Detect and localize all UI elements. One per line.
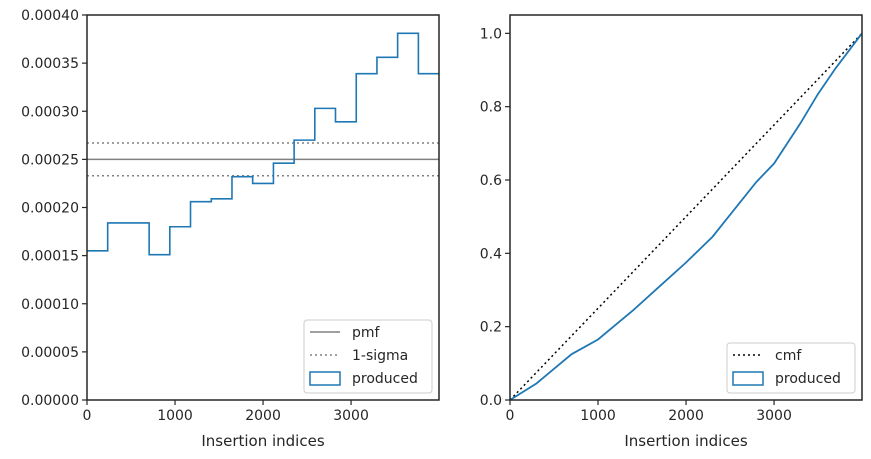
right-x-axis-label: Insertion indices bbox=[624, 432, 747, 450]
x-tick-label: 2000 bbox=[245, 408, 281, 424]
x-tick-label: 3000 bbox=[756, 408, 792, 424]
right-legend: cmf produced bbox=[726, 342, 856, 394]
y-tick-label: 0.00005 bbox=[21, 345, 79, 361]
y-tick-label: 0.00015 bbox=[21, 249, 79, 265]
legend-produced-swatch bbox=[309, 371, 341, 386]
produced-cmf-line bbox=[509, 32, 863, 401]
left-y-ticks: 0.00000 0.00005 0.00010 0.00015 0.00020 0.000… bbox=[21, 8, 87, 409]
y-tick-label: 0.6 bbox=[480, 173, 502, 189]
y-tick-label: 0.2 bbox=[480, 320, 502, 336]
cmf-chart: 0.0 0.2 0.4 0.6 0.8 1.0 0 1000 2000 3000 Inserti… bbox=[480, 14, 863, 450]
x-tick-label: 1000 bbox=[157, 408, 193, 424]
y-tick-label: 1.0 bbox=[480, 26, 502, 42]
legend-produced-label: produced bbox=[775, 371, 841, 387]
left-legend: pmf 1-sigma produced bbox=[303, 319, 433, 394]
legend-1-sigma-label: 1-sigma bbox=[352, 348, 408, 364]
x-tick-label: 0 bbox=[506, 408, 515, 424]
legend-pmf-label: pmf bbox=[352, 325, 381, 341]
x-tick-label: 2000 bbox=[668, 408, 704, 424]
y-tick-label: 0.4 bbox=[480, 246, 502, 262]
y-tick-label: 0.00010 bbox=[21, 297, 79, 313]
right-y-ticks: 0.0 0.2 0.4 0.6 0.8 1.0 bbox=[480, 26, 510, 409]
legend-cmf-label: cmf bbox=[775, 348, 802, 364]
x-tick-label: 0 bbox=[83, 408, 92, 424]
y-tick-label: 0.0 bbox=[480, 393, 502, 409]
left-x-axis-label: Insertion indices bbox=[201, 432, 324, 450]
y-tick-label: 0.00000 bbox=[21, 393, 79, 409]
y-tick-label: 0.00040 bbox=[21, 8, 79, 24]
pmf-histogram-chart: 0.00000 0.00005 0.00010 0.00015 0.00020 0.000… bbox=[21, 8, 440, 450]
y-tick-label: 0.8 bbox=[480, 100, 502, 116]
x-tick-label: 3000 bbox=[333, 408, 369, 424]
x-tick-label: 1000 bbox=[580, 408, 616, 424]
cmf-series bbox=[509, 32, 863, 401]
left-x-ticks: 0 1000 2000 3000 bbox=[83, 400, 369, 424]
legend-produced-label: produced bbox=[352, 371, 418, 387]
y-tick-label: 0.00025 bbox=[21, 152, 79, 168]
y-tick-label: 0.00030 bbox=[21, 104, 79, 120]
left-legend-box bbox=[303, 319, 433, 394]
y-tick-label: 0.00020 bbox=[21, 201, 79, 217]
y-tick-label: 0.00035 bbox=[21, 56, 79, 72]
right-axes-frame bbox=[509, 14, 863, 401]
produced-histogram bbox=[87, 32, 439, 256]
right-x-ticks: 0 1000 2000 3000 bbox=[506, 400, 792, 424]
legend-produced-swatch bbox=[732, 371, 764, 386]
pmf-reference-lines bbox=[87, 142, 439, 177]
produced-histogram-step bbox=[87, 32, 439, 256]
